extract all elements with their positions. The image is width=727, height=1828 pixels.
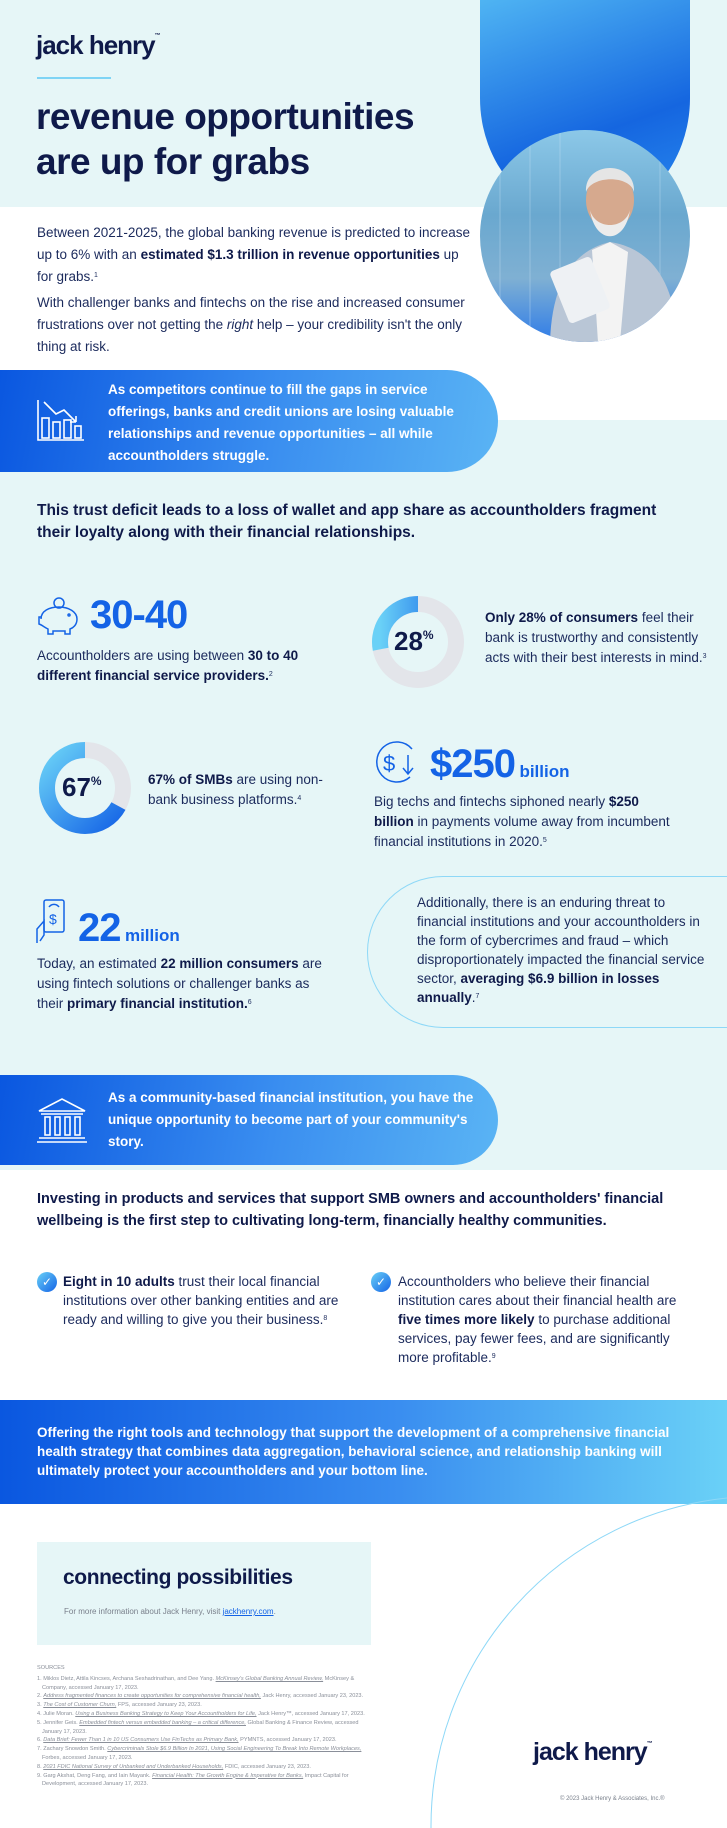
intro-paragraph-2: With challenger banks and fintechs on th… (37, 295, 465, 354)
connect-text: For more information about Jack Henry, v… (64, 1607, 276, 1616)
source-item: 4. Julie Moran. Using a Business Banking… (37, 1710, 365, 1717)
source-link[interactable]: Cybercriminals Stole $6.9 Billion In 202… (107, 1746, 362, 1753)
stat-payments-text: Big techs and fintechs siphoned nearly $… (374, 794, 670, 849)
banner-text: As a community-based financial instituti… (108, 1090, 474, 1149)
community-banner: As a community-based financial instituti… (0, 1075, 498, 1165)
source-item: 3. The Cost of Customer Churn, FPS, acce… (37, 1702, 202, 1709)
smb-donut-chart (39, 742, 131, 834)
donut-arc-28 (372, 596, 464, 688)
man-with-tablet-photo (480, 130, 690, 342)
copyright: © 2023 Jack Henry & Associates, Inc.® (560, 1796, 665, 1802)
competitors-banner: As competitors continue to fill the gaps… (0, 370, 498, 472)
source-item: 6. Data Brief: Fewer Than 1 in 10 US Con… (37, 1737, 337, 1744)
source-item: 7. Zachary Snowdon Smith. Cybercriminals… (37, 1746, 362, 1761)
cybercrime-text: Additionally, there is an enduring threa… (417, 895, 705, 1005)
bank-building-icon (37, 1098, 87, 1143)
source-link[interactable]: Address fragmented finances to create op… (43, 1693, 261, 1700)
svg-text:$: $ (383, 751, 395, 776)
trust-percent-label: 28% (394, 626, 434, 656)
section-heading-2: Investing in products and services that … (37, 1191, 664, 1229)
banner-text: As competitors continue to fill the gaps… (108, 382, 454, 463)
source-item: 5. Jennifer Geis. Embedded fintech versu… (37, 1719, 359, 1735)
dollar-down-arrow-icon: $ (376, 741, 414, 783)
donut-arc-67 (39, 742, 131, 834)
stat-250-value: $250 billion (430, 742, 570, 786)
piggy-bank-icon (38, 597, 78, 635)
section-heading: This trust deficit leads to a loss of wa… (37, 502, 657, 541)
source-link[interactable]: Using a Business Banking Strategy to Kee… (75, 1710, 257, 1717)
cybercrime-callout (367, 876, 727, 1028)
declining-bar-chart-icon (37, 400, 84, 441)
smb-percent-label: 67% (62, 772, 102, 802)
source-link[interactable]: Data Brief: Fewer Than 1 in 10 US Consum… (43, 1737, 239, 1744)
page-title: revenue opportunities are up for grabs (36, 96, 415, 182)
jack-henry-logo: jack henry™ (36, 30, 161, 60)
intro-paragraph-1: Between 2021-2025, the global banking re… (37, 225, 471, 284)
sources-list: SOURCES 1. Miklos Dietz, Attila Kincses,… (37, 1664, 377, 1789)
trust-donut-chart (372, 596, 464, 688)
sources-heading: SOURCES (37, 1665, 65, 1671)
stat-smb-text: 67% of SMBs are using non-bank business … (148, 772, 323, 807)
stat-consumers-text: Today, an estimated 22 million consumers… (37, 956, 322, 1011)
stat-trust-text: Only 28% of consumers feel their bank is… (485, 610, 707, 665)
check-item-local-trust: Eight in 10 adults trust their local fin… (63, 1274, 339, 1327)
source-link[interactable]: Embedded fintech versus embedded banking… (79, 1719, 246, 1726)
closing-banner (0, 1400, 727, 1504)
source-link[interactable]: 2021 FDIC National Survey of Unbanked an… (43, 1763, 224, 1770)
source-item: 2. Address fragmented finances to create… (37, 1693, 364, 1700)
source-item: 1. Miklos Dietz, Attila Kincses, Archana… (37, 1675, 355, 1691)
jackhenry-link[interactable]: jackhenry.com (222, 1607, 274, 1616)
source-link[interactable]: The Cost of Customer Churn, (43, 1702, 117, 1709)
stat-22-million-value: 22 million (78, 906, 180, 950)
mobile-payment-icon: $ (36, 899, 65, 943)
decorative-circle-outline (430, 1497, 727, 1828)
stat-providers-text: Accountholders are using between 30 to 4… (37, 648, 299, 683)
source-link[interactable]: McKinsey's Global Banking Annual Review, (215, 1675, 324, 1682)
source-item: 8. 2021 FDIC National Survey of Unbanked… (37, 1763, 311, 1770)
closing-text: Offering the right tools and technology … (37, 1425, 670, 1478)
source-item: 9. Garg Akshat, Deng Fang, and Iain Maya… (37, 1772, 349, 1788)
stat-30-40-value: 30-40 (90, 593, 188, 637)
check-item-five-times: Accountholders who believe their financi… (398, 1274, 677, 1365)
divider (37, 77, 111, 79)
svg-text:$: $ (49, 911, 57, 927)
connect-title: connecting possibilities (63, 1566, 293, 1589)
checkmark-icon: ✓ (371, 1272, 391, 1292)
connecting-possibilities-box: connecting possibilities For more inform… (37, 1542, 371, 1645)
footer-logo: jack henry™ (533, 1738, 653, 1766)
source-link[interactable]: Financial Health: The Growth Engine & Im… (152, 1772, 304, 1779)
checkmark-icon: ✓ (37, 1272, 57, 1292)
